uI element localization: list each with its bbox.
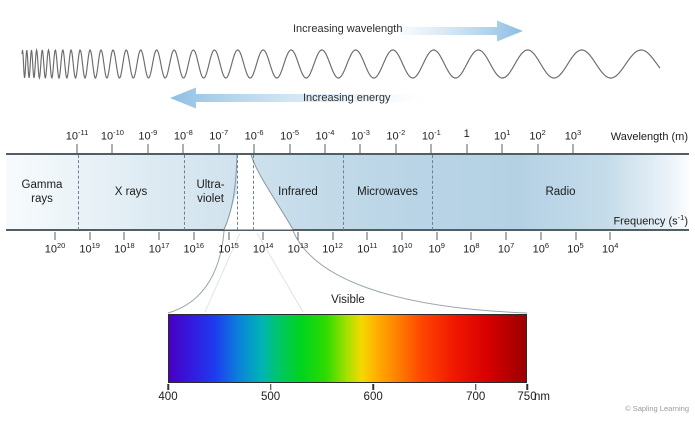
spectrum-tick [474, 384, 477, 390]
wavelength-tick-label: 10-6 [244, 128, 264, 143]
frequency-tick-label: 1020 [44, 241, 66, 256]
wavelength-tick [572, 144, 574, 153]
wavelength-tick-label: 102 [529, 128, 546, 143]
frequency-tick-label: 1015 [218, 241, 239, 256]
frequency-tick [262, 232, 264, 240]
frequency-tick-label: 106 [532, 241, 550, 256]
wavelength-tick-label: 10-7 [209, 128, 229, 143]
frequency-tick-label: 1016 [183, 241, 205, 256]
frequency-tick [540, 232, 542, 240]
frequency-tick [123, 232, 125, 240]
frequency-tick [401, 232, 403, 240]
wavelength-tick-label: 103 [564, 128, 582, 143]
frequency-tick-label: 108 [463, 241, 480, 256]
frequency-tick-label: 1014 [252, 241, 274, 256]
wavelength-tick [324, 144, 326, 153]
credit-text: © Sapling Learning [625, 404, 689, 413]
wavelength-tick-label: 10-11 [65, 128, 89, 143]
wavelength-tick-label: 10-9 [138, 128, 158, 143]
wavelength-tick-label: 1 [463, 128, 470, 140]
frequency-tick [436, 232, 438, 240]
frequency-tick-label: 1010 [391, 241, 413, 256]
em-band [6, 153, 689, 231]
frequency-tick-label: 1018 [114, 241, 135, 256]
frequency-tick-label: 104 [601, 241, 619, 256]
wavelength-tick [111, 144, 113, 153]
frequency-tick [575, 232, 576, 240]
wavelength-tick [218, 144, 220, 153]
wavelength-tick-label: 101 [493, 128, 511, 143]
spectrum-tick-label: 600 [363, 391, 383, 403]
frequency-tick-label: 1013 [287, 241, 309, 256]
spectrum-tick [526, 384, 528, 390]
frequency-tick-label: 1012 [322, 241, 343, 256]
frequency-tick-label: 105 [567, 241, 584, 256]
frequency-tick [470, 232, 472, 240]
spectrum-tick [167, 384, 169, 390]
visible-leader-curve-left [167, 230, 225, 314]
wavelength-tick [76, 144, 78, 153]
visible-spectrum-strip [168, 314, 527, 383]
spectrum-tick-label: 750 [517, 391, 537, 403]
frequency-tick-label: 1017 [148, 241, 170, 256]
spectrum-tick-label: 500 [260, 391, 281, 403]
spectrum-tick-label: 700 [466, 391, 486, 403]
frequency-tick [54, 232, 56, 240]
frequency-tick [89, 232, 91, 240]
increasing-energy-label: Increasing energy [303, 92, 391, 104]
nm-unit-label: nm [534, 391, 550, 403]
frequency-tick [193, 232, 195, 240]
wavelength-tick [289, 144, 291, 153]
frequency-tick [228, 232, 229, 240]
spectrum-tick [269, 384, 272, 390]
increasing-wavelength-arrow [400, 20, 523, 42]
frequency-tick-label: 1019 [79, 241, 100, 256]
wavelength-tick-label: 10-5 [280, 128, 300, 143]
wavelength-tick-label: 10-10 [100, 128, 124, 143]
frequency-tick-label: 109 [428, 241, 445, 256]
frequency-tick [366, 232, 368, 240]
frequency-tick [505, 232, 507, 240]
wavelength-tick-label: 10-4 [315, 128, 335, 143]
wavelength-tick [147, 144, 149, 153]
frequency-tick [297, 232, 299, 240]
frequency-tick [158, 232, 160, 240]
frequency-tick [609, 232, 611, 240]
frequency-tick-label: 1011 [357, 241, 378, 256]
frequency-tick-label: 107 [497, 241, 515, 256]
visible-label: Visible [331, 294, 365, 306]
wavelength-tick [182, 144, 184, 153]
wavelength-tick-label: 10-3 [350, 128, 370, 143]
wavelength-tick-label: 10-8 [173, 128, 193, 143]
increasing-energy-arrow [170, 87, 433, 109]
spectrum-tick [372, 384, 374, 390]
visible-leader-faint-right [256, 232, 304, 313]
frequency-tick [332, 232, 334, 240]
wavelength-tick [430, 144, 432, 153]
increasing-wavelength-label: Increasing wavelength [293, 23, 403, 35]
wavelength-tick [501, 144, 503, 153]
visible-leader-curve-right [292, 230, 528, 314]
wavelength-tick [253, 144, 255, 153]
wavelength-tick-label: 10-2 [386, 128, 406, 143]
wavelength-tick [395, 144, 397, 153]
wavelength-tick [359, 144, 361, 153]
visible-leader-faint-left [204, 232, 241, 313]
spectrum-tick-label: 400 [158, 391, 178, 403]
wavelength-tick [466, 144, 468, 153]
wavelength-tick [537, 144, 539, 153]
wavelength-axis-label: Wavelength (m) [610, 131, 688, 143]
wave-illustration [21, 47, 661, 80]
wavelength-tick-label: 10-1 [421, 128, 441, 143]
